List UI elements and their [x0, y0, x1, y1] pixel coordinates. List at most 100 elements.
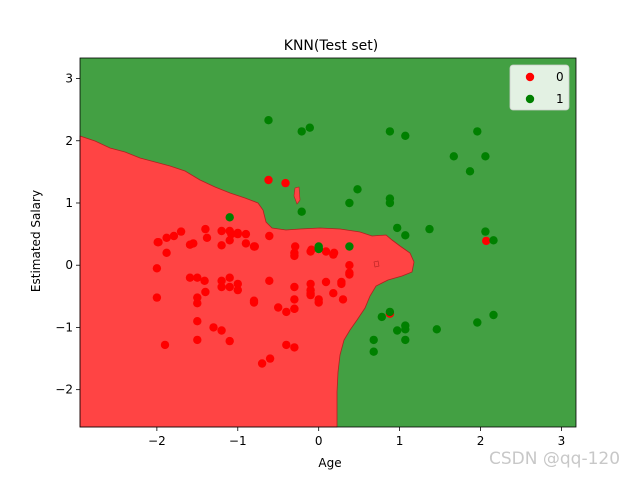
y-tick-label: 0: [65, 258, 73, 272]
data-point-class-0: [152, 293, 162, 302]
data-point-class-0: [153, 238, 162, 247]
data-point-class-0: [321, 247, 331, 256]
data-point-class-1: [401, 325, 410, 334]
data-point-class-0: [233, 279, 242, 289]
data-point-class-0: [265, 354, 275, 363]
data-point-class-0: [290, 343, 299, 352]
y-tick-label: −1: [55, 320, 73, 334]
legend-label-class-0: 0: [556, 70, 564, 84]
data-point-class-0: [274, 303, 283, 312]
data-point-class-1: [385, 198, 395, 208]
data-point-class-0: [193, 273, 202, 282]
legend: 01: [509, 64, 570, 111]
data-point-class-0: [217, 276, 226, 285]
x-tick-label: 0: [315, 434, 323, 448]
data-point-class-0: [306, 279, 315, 289]
data-point-class-0: [193, 335, 202, 345]
decision-region-0-island: [293, 186, 301, 205]
data-point-class-0: [290, 295, 299, 304]
data-point-class-0: [265, 231, 274, 241]
data-point-class-0: [185, 240, 195, 249]
data-point-class-0: [264, 175, 273, 185]
y-tick-label: 1: [65, 196, 73, 210]
data-point-class-1: [425, 224, 434, 234]
data-point-class-0: [337, 279, 346, 289]
decision-region-0: [79, 135, 415, 428]
watermark: CSDN @qq-120: [489, 449, 621, 469]
legend-box: [509, 64, 570, 111]
data-point-class-0: [225, 282, 234, 292]
data-point-class-0: [282, 307, 291, 317]
data-point-class-1: [345, 242, 354, 251]
x-tick-label: 3: [558, 434, 566, 448]
data-point-class-0: [209, 323, 218, 332]
data-point-class-1: [432, 325, 441, 334]
data-point-class-0: [160, 340, 170, 350]
legend-label-class-1: 1: [556, 92, 564, 106]
data-point-class-0: [281, 178, 290, 188]
data-point-class-0: [345, 270, 354, 279]
data-point-class-1: [264, 116, 273, 125]
data-point-class-0: [217, 282, 226, 292]
data-point-class-0: [321, 277, 331, 287]
x-axis-label: Age: [318, 456, 341, 470]
y-tick-label: 3: [65, 72, 73, 86]
plot-area: [79, 57, 577, 428]
data-point-class-1: [385, 307, 395, 317]
data-point-class-0: [306, 289, 315, 298]
data-point-class-1: [401, 335, 410, 345]
data-points: [152, 116, 498, 368]
data-point-class-0: [201, 287, 210, 297]
data-point-class-0: [217, 241, 226, 250]
data-point-class-0: [169, 231, 179, 241]
data-point-class-0: [257, 359, 267, 368]
data-point-class-0: [338, 295, 348, 304]
data-point-class-0: [233, 229, 242, 239]
legend-marker-class-1: [525, 94, 535, 104]
chart-title: KNN(Test set): [284, 38, 378, 54]
data-point-class-0: [193, 293, 202, 302]
data-point-class-0: [329, 250, 338, 259]
data-point-class-1: [377, 312, 386, 322]
data-point-class-1: [489, 236, 498, 245]
y-axis-ticks: −2 −1 0 1 2 3: [55, 72, 80, 397]
data-point-class-0: [233, 285, 242, 295]
data-point-class-0: [176, 227, 186, 236]
data-point-class-1: [385, 127, 395, 136]
data-point-class-0: [290, 304, 299, 313]
data-point-class-0: [250, 242, 259, 251]
data-point-class-1: [449, 152, 458, 161]
data-point-class-0: [202, 233, 212, 242]
data-point-class-0: [282, 340, 291, 350]
x-tick-label: 1: [396, 434, 404, 448]
data-point-class-1: [314, 244, 323, 253]
data-point-class-1: [465, 167, 475, 176]
x-axis-ticks: −2 −1 0 1 2 3: [148, 427, 565, 448]
data-point-class-0: [225, 236, 234, 245]
data-point-class-0: [345, 261, 354, 270]
plot-frame: [79, 57, 577, 428]
y-tick-label: −2: [55, 383, 73, 397]
data-point-class-0: [201, 224, 210, 234]
data-point-class-1: [393, 223, 402, 233]
data-point-class-1: [369, 347, 378, 356]
data-point-class-0: [193, 317, 202, 326]
data-point-class-1: [401, 131, 410, 140]
data-point-class-1: [481, 152, 490, 161]
data-point-class-1: [297, 127, 306, 136]
decision-region-0-island: [373, 260, 380, 268]
y-axis-label: Estimated Salary: [29, 190, 43, 292]
data-point-class-0: [162, 233, 171, 242]
data-point-class-1: [369, 335, 378, 345]
data-point-class-0: [241, 239, 251, 248]
data-point-class-0: [329, 289, 338, 298]
y-tick-label: 2: [65, 134, 73, 148]
data-point-class-0: [217, 226, 226, 236]
data-point-class-1: [473, 127, 482, 136]
data-point-class-0: [152, 264, 162, 273]
data-point-class-0: [291, 242, 300, 251]
data-point-class-0: [185, 273, 195, 282]
data-point-class-0: [290, 282, 299, 292]
data-point-class-1: [345, 198, 354, 208]
